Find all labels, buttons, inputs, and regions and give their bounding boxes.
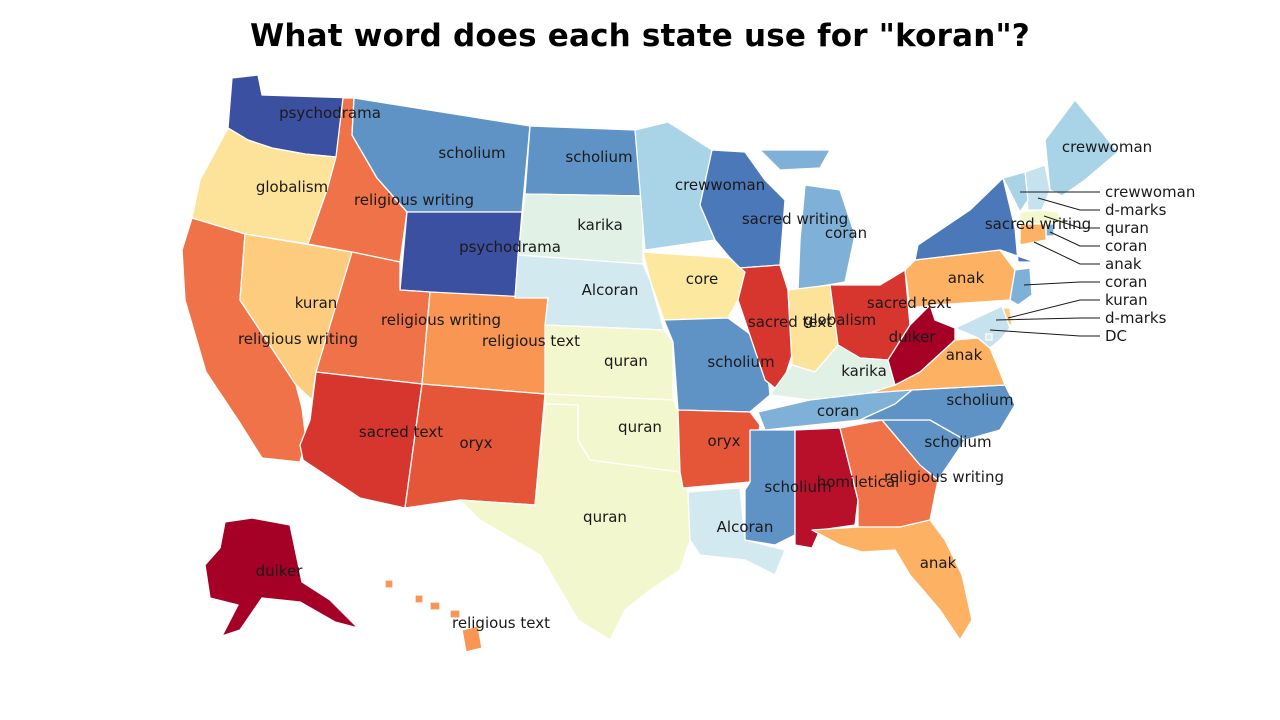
state-label-ak: duiker: [256, 562, 304, 580]
state-label-mi: coran: [825, 224, 867, 242]
callout-leader-nj: [1023, 281, 1100, 286]
callout-label-de: kuran: [1105, 291, 1148, 309]
state-label-sc: scholium: [924, 433, 991, 451]
callout-label-vt: crewwoman: [1105, 183, 1195, 201]
state-label-oh: sacred text: [867, 294, 951, 312]
callout-leaders: [989, 191, 1100, 337]
state-me: [1044, 99, 1119, 197]
state-label-ia: core: [686, 270, 719, 288]
state-label-fl: anak: [920, 554, 957, 572]
state-hi: [384, 579, 483, 653]
state-labels: psychodrama globalism religious writing kur…: [238, 104, 1152, 632]
state-label-wv: duiker: [889, 328, 937, 346]
state-dc: [985, 333, 993, 341]
state-label-ks: quran: [604, 352, 648, 370]
state-label-ok: quran: [618, 418, 662, 436]
state-label-la: Alcoran: [717, 518, 774, 536]
state-label-nc: scholium: [946, 391, 1013, 409]
callout-label-ma: quran: [1105, 219, 1149, 237]
state-label-or: globalism: [256, 178, 328, 196]
state-label-id: religious writing: [354, 191, 474, 209]
state-label-tx: quran: [583, 508, 627, 526]
state-label-mt: scholium: [438, 144, 505, 162]
state-label-ca: religious writing: [238, 330, 358, 348]
state-label-ny: sacred writing: [985, 215, 1091, 233]
callout-label-nj: coran: [1105, 273, 1147, 291]
callout-leader-ct: [1033, 241, 1100, 265]
states-layer: [181, 74, 1119, 653]
callout-label-nh: d-marks: [1105, 201, 1167, 219]
callout-leader-md: [995, 317, 1100, 321]
state-label-va: anak: [946, 346, 983, 364]
state-label-in: globalism: [804, 311, 876, 329]
callout-leader-nh: [1037, 197, 1100, 211]
state-nj: [1009, 267, 1033, 306]
state-label-ar: oryx: [707, 432, 740, 450]
state-label-al: homiletical: [817, 473, 900, 491]
state-label-ut: religious writing: [381, 311, 501, 329]
state-ct: [1019, 223, 1047, 246]
state-fl: [811, 519, 973, 641]
state-label-tn: coran: [817, 402, 859, 420]
state-la: [687, 487, 786, 576]
state-label-il: sacred text: [748, 313, 832, 331]
state-tx: [459, 403, 691, 641]
state-label-wy: psychodrama: [459, 238, 561, 256]
state-label-pa: anak: [948, 269, 985, 287]
state-label-sd: karika: [577, 216, 623, 234]
state-label-ms: scholium: [764, 478, 831, 496]
state-ks: [544, 324, 674, 401]
state-label-hi: religious text: [452, 614, 550, 632]
state-md: [954, 305, 1011, 349]
callout-leader-ri: [1049, 231, 1100, 247]
map-title: What word does each state use for "koran…: [249, 18, 1030, 54]
state-ny: [914, 177, 1036, 263]
callout-leader-ma: [1043, 215, 1100, 229]
state-mi: [759, 149, 856, 291]
state-label-az: sacred text: [359, 423, 443, 441]
state-label-mo: scholium: [707, 353, 774, 371]
state-label-co: religious text: [482, 332, 580, 350]
callout-label-ri: coran: [1105, 237, 1147, 255]
state-label-me: crewwoman: [1062, 138, 1152, 156]
state-label-nd: scholium: [565, 148, 632, 166]
state-label-ga: religious writing: [884, 468, 1004, 486]
state-label-mn: crewwoman: [675, 176, 765, 194]
state-ak: [204, 517, 359, 637]
state-nh: [1024, 164, 1051, 211]
state-label-ky: karika: [841, 362, 887, 380]
callout-label-md: d-marks: [1105, 309, 1167, 327]
state-wi: [699, 149, 786, 269]
callout-label-ct: anak: [1105, 255, 1142, 273]
callout-label-dc: DC: [1105, 327, 1127, 345]
callout-leader-de: [1007, 299, 1100, 319]
state-label-ne: Alcoran: [582, 281, 639, 299]
state-label-nv: kuran: [295, 294, 338, 312]
state-mo: [663, 317, 771, 413]
state-label-nm: oryx: [459, 434, 492, 452]
callout-leader-dc: [989, 329, 1100, 337]
callout-labels: crewwomand-marksqurancorananakcorankuran…: [1105, 183, 1195, 345]
state-label-wa: psychodrama: [279, 104, 381, 122]
state-label-wi: sacred writing: [742, 210, 848, 228]
state-vt: [1002, 171, 1029, 213]
